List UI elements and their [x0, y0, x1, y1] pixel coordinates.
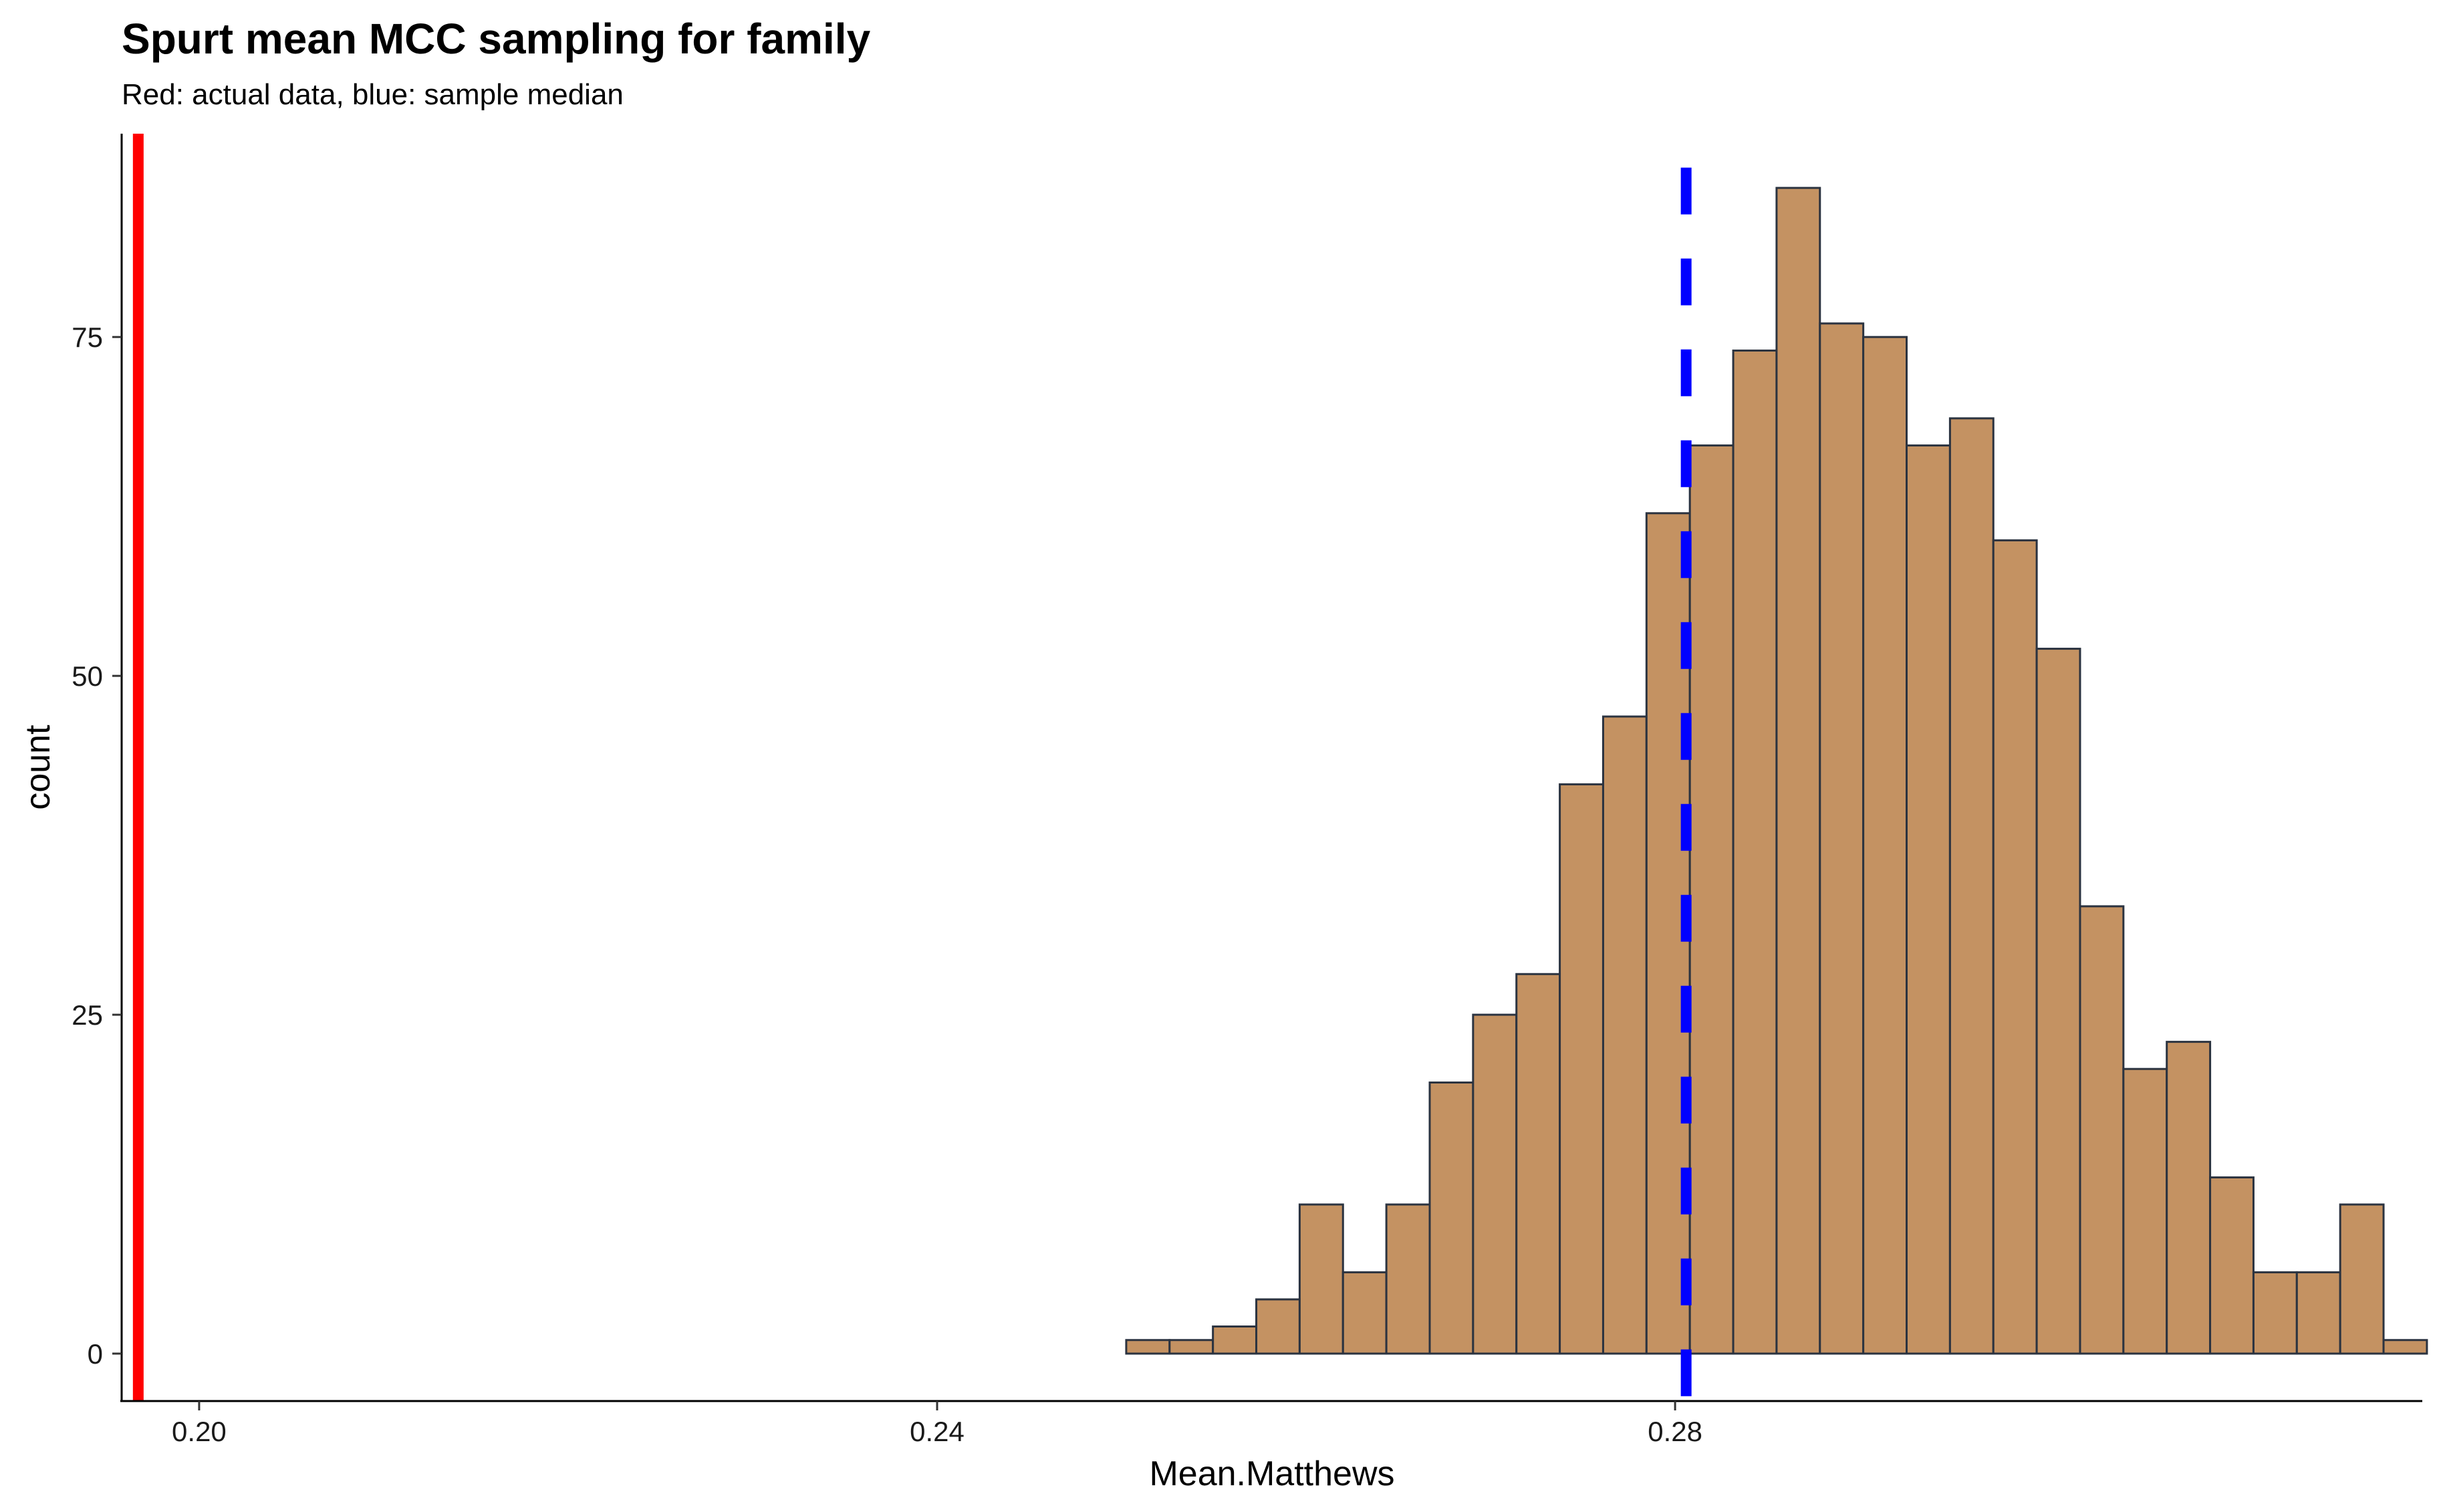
y-tick-label: 50: [72, 660, 103, 692]
y-tick-label: 0: [88, 1338, 103, 1370]
histogram-bar: [1559, 783, 1604, 1355]
histogram-bar: [1212, 1325, 1258, 1355]
histogram-bar: [2122, 1067, 2168, 1355]
x-tick-label: 0.24: [910, 1416, 965, 1447]
histogram-bar: [2209, 1176, 2255, 1355]
histogram-bar: [2166, 1041, 2212, 1355]
histogram-bar: [1298, 1203, 1344, 1355]
histogram-bar: [2252, 1271, 2298, 1355]
histogram-bar: [2079, 905, 2125, 1355]
y-axis-ticks: 0 25 50 75: [72, 322, 122, 1370]
histogram-bar: [1472, 1013, 1518, 1355]
histogram-bar: [1775, 186, 1821, 1355]
histogram-bar: [1992, 539, 2038, 1355]
histogram-bar: [1168, 1339, 1214, 1355]
histogram-bar: [1428, 1081, 1474, 1355]
x-tick-label: 0.20: [172, 1416, 227, 1447]
histogram-bar: [2295, 1271, 2341, 1355]
chart-subtitle: Red: actual data, blue: sample median: [122, 78, 624, 111]
histogram-bar: [1255, 1298, 1301, 1355]
histogram-bars: [1125, 186, 2428, 1355]
y-tick-label: 25: [72, 999, 103, 1031]
histogram-bar: [1906, 444, 1951, 1355]
histogram-bar: [1125, 1339, 1171, 1355]
histogram-bar: [2339, 1203, 2385, 1355]
axes: [120, 134, 2422, 1402]
histogram-bar: [1385, 1203, 1431, 1355]
y-axis-title: count: [19, 725, 57, 810]
histogram-bar: [1688, 444, 1735, 1355]
histogram-bar: [1601, 715, 1648, 1355]
x-axis-ticks: 0.20 0.24 0.28: [172, 1401, 1702, 1447]
histogram-bar: [1515, 973, 1561, 1355]
histogram-bar: [1948, 417, 1995, 1355]
chart-title: Spurt mean MCC sampling for family: [122, 15, 871, 63]
y-tick-label: 75: [72, 322, 103, 353]
histogram-bar: [2382, 1339, 2428, 1355]
histogram-bar: [2035, 648, 2081, 1355]
reference-lines: [132, 134, 1692, 1401]
x-tick-label: 0.28: [1648, 1416, 1702, 1447]
x-axis-title: Mean.Matthews: [1149, 1455, 1394, 1493]
histogram-bar: [1862, 336, 1908, 1355]
histogram-bar: [1341, 1271, 1388, 1355]
histogram-bar: [1732, 349, 1778, 1355]
histogram-bar: [1819, 322, 1865, 1355]
